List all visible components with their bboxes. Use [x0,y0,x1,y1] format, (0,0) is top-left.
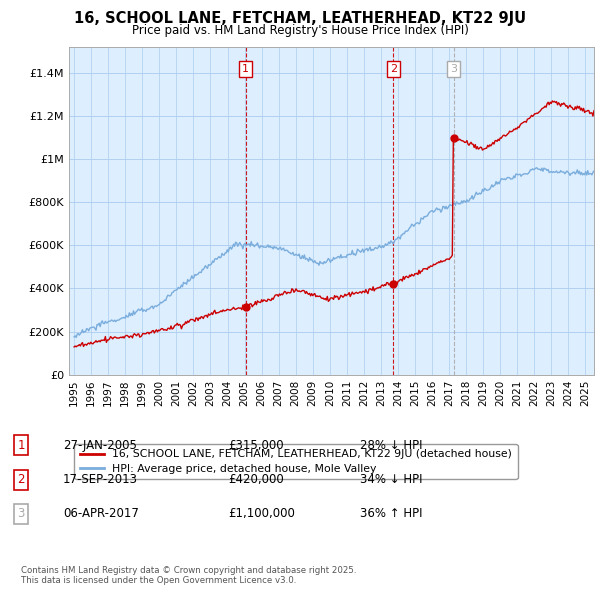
Text: 3: 3 [450,64,457,74]
Text: £1,100,000: £1,100,000 [228,507,295,520]
Text: £420,000: £420,000 [228,473,284,486]
Text: 3: 3 [17,507,25,520]
Text: 16, SCHOOL LANE, FETCHAM, LEATHERHEAD, KT22 9JU: 16, SCHOOL LANE, FETCHAM, LEATHERHEAD, K… [74,11,526,25]
Text: 27-JAN-2005: 27-JAN-2005 [63,439,137,452]
Text: 06-APR-2017: 06-APR-2017 [63,507,139,520]
Text: 2: 2 [389,64,397,74]
Text: 1: 1 [17,439,25,452]
Text: £315,000: £315,000 [228,439,284,452]
Text: 2: 2 [17,473,25,486]
Text: 28% ↓ HPI: 28% ↓ HPI [360,439,422,452]
Text: 17-SEP-2013: 17-SEP-2013 [63,473,138,486]
Text: 36% ↑ HPI: 36% ↑ HPI [360,507,422,520]
Text: 1: 1 [242,64,249,74]
Legend: 16, SCHOOL LANE, FETCHAM, LEATHERHEAD, KT22 9JU (detached house), HPI: Average p: 16, SCHOOL LANE, FETCHAM, LEATHERHEAD, K… [74,444,518,479]
Text: Contains HM Land Registry data © Crown copyright and database right 2025.
This d: Contains HM Land Registry data © Crown c… [21,566,356,585]
Text: Price paid vs. HM Land Registry's House Price Index (HPI): Price paid vs. HM Land Registry's House … [131,24,469,37]
Text: 34% ↓ HPI: 34% ↓ HPI [360,473,422,486]
